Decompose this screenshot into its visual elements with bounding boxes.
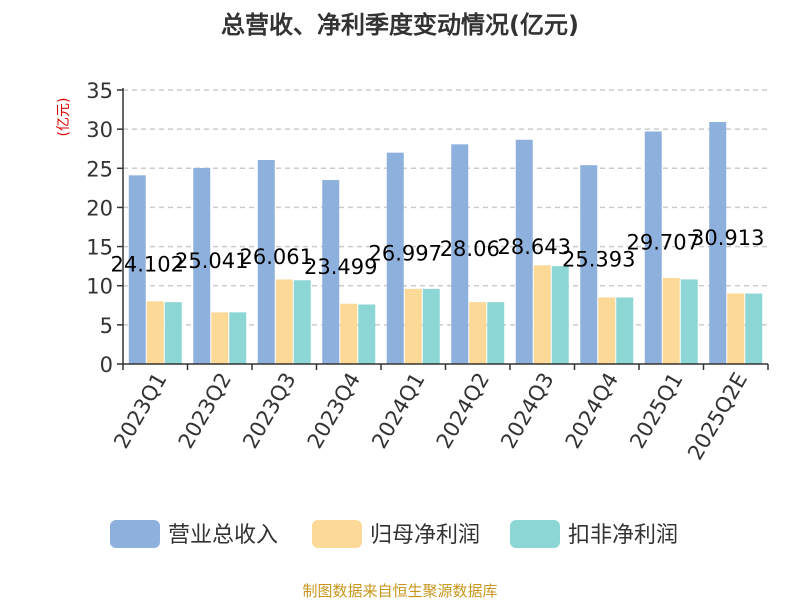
bar-2024Q2-series-0: [451, 144, 469, 364]
data-label: 28.06: [440, 237, 500, 261]
bar-2023Q3-series-2: [293, 280, 311, 364]
y-tick-label: 20: [86, 196, 113, 220]
y-axis-label: (亿元): [56, 98, 72, 137]
bar-2024Q2-series-1: [469, 302, 487, 364]
bar-2024Q4-series-0: [580, 165, 598, 364]
bar-2024Q4-series-2: [616, 297, 634, 364]
bars: [128, 121, 763, 365]
legend-label: 营业总收入: [168, 523, 278, 548]
bar-2025Q1-series-0: [644, 131, 662, 364]
data-label: 30.913: [691, 226, 764, 250]
bar-2024Q3-series-0: [515, 139, 533, 364]
bar-2023Q4-series-2: [358, 304, 376, 364]
data-label: 29.707: [627, 231, 700, 255]
bar-2025Q1-series-1: [662, 277, 680, 364]
data-label: 25.393: [562, 248, 635, 272]
legend-label: 扣非净利润: [568, 523, 678, 548]
bar-2023Q2-series-2: [229, 312, 247, 364]
bar-2023Q2-series-0: [193, 167, 211, 364]
bar-2023Q1-series-2: [164, 302, 182, 364]
bar-2023Q1-series-1: [146, 301, 164, 364]
bar-2024Q1-series-2: [422, 288, 440, 364]
bar-2024Q1-series-0: [386, 152, 404, 364]
bar-2023Q3-series-0: [257, 159, 275, 364]
y-tick-label: 35: [86, 79, 113, 103]
legend: 营业总收入 归母净利润 扣非净利润: [110, 520, 678, 548]
data-label: 24.102: [111, 253, 184, 277]
bar-2023Q3-series-1: [275, 279, 293, 364]
bar-2023Q4-series-1: [340, 303, 358, 364]
bar-2025Q2E-series-1: [727, 293, 745, 364]
data-label: 26.997: [369, 241, 442, 265]
bar-2025Q2E-series-2: [745, 293, 763, 364]
legend-swatch: [312, 520, 362, 548]
bar-2023Q2-series-1: [211, 312, 229, 364]
data-label: 28.643: [498, 235, 571, 259]
bar-2023Q1-series-0: [128, 175, 146, 364]
data-label: 23.499: [304, 255, 377, 279]
y-tick-label: 25: [86, 157, 113, 181]
data-label: 26.061: [240, 245, 313, 269]
y-tick-label: 15: [86, 236, 113, 260]
legend-swatch: [510, 520, 560, 548]
data-label: 25.041: [175, 249, 248, 273]
bar-2024Q3-series-1: [533, 265, 551, 364]
bar-2024Q4-series-1: [598, 297, 616, 364]
legend-swatch: [110, 520, 160, 548]
y-tick-label: 5: [100, 314, 113, 338]
y-tick-label: 10: [86, 275, 113, 299]
bar-2024Q3-series-2: [551, 266, 569, 364]
data-labels: 24.10225.04126.06123.49926.99728.0628.64…: [111, 226, 765, 279]
bar-2023Q4-series-0: [322, 180, 340, 364]
legend-label: 归母净利润: [370, 523, 480, 548]
bar-2025Q2E-series-0: [709, 121, 727, 365]
bar-2024Q1-series-1: [404, 288, 422, 364]
chart-title: 总营收、净利季度变动情况(亿元): [221, 11, 579, 39]
bar-2024Q2-series-2: [487, 302, 505, 364]
y-tick-label: 0: [100, 353, 113, 377]
y-tick-label: 30: [86, 118, 113, 142]
source-note: 制图数据来自恒生聚源数据库: [302, 582, 497, 600]
bar-2025Q1-series-2: [680, 279, 698, 364]
